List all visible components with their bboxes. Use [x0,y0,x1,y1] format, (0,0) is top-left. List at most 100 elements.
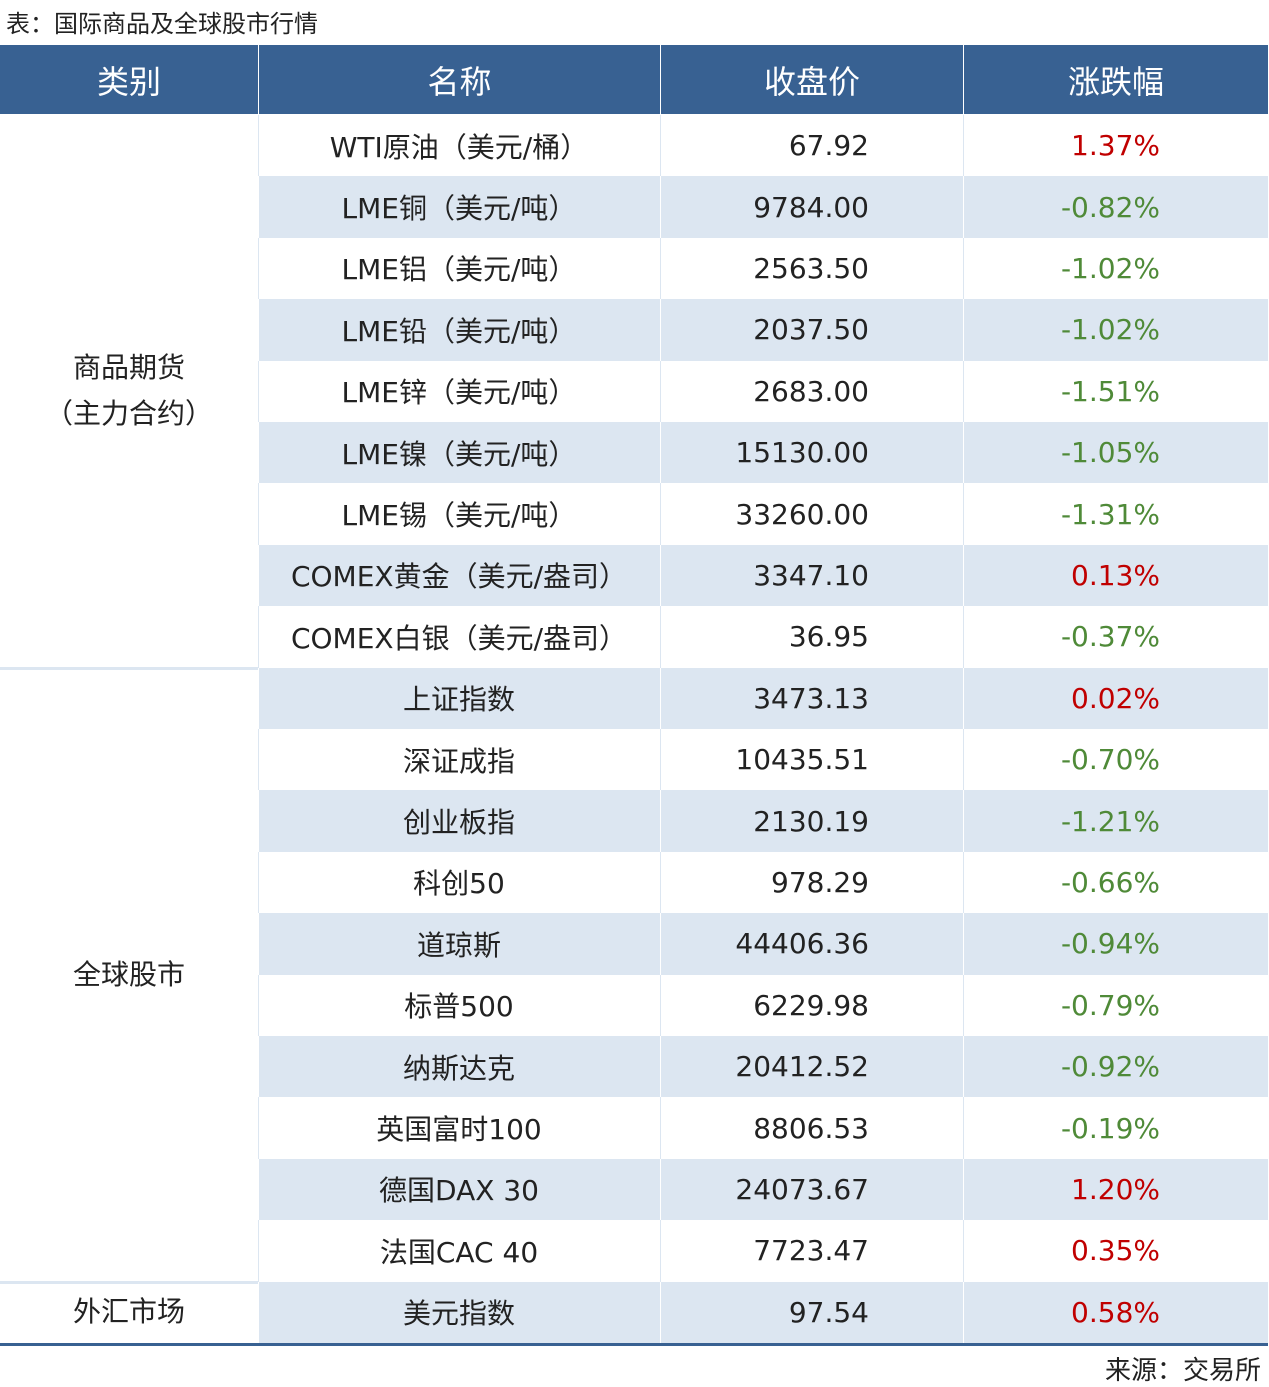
name-cell: LME铅（美元/吨） [341,314,577,348]
close-cell: 978.29 [771,865,869,899]
column-divider [660,974,661,1036]
name-cell: 深证成指 [402,744,515,778]
column-divider [963,176,964,238]
close-cell: 2130.19 [753,804,869,838]
name-cell: 标普500 [404,990,514,1024]
column-divider [963,913,964,975]
name-cell: 法国CAC 40 [379,1235,539,1269]
row-stripe [258,913,1268,975]
change-cell: -1.02% [1060,313,1160,347]
change-cell: -1.05% [1060,436,1160,470]
close-cell: 67.92 [788,129,869,163]
header-cell: 类别 [96,62,161,101]
change-cell: 0.58% [1071,1295,1160,1329]
change-cell: 0.35% [1071,1234,1160,1268]
change-cell: -1.51% [1060,374,1160,408]
change-cell: 1.20% [1071,1172,1160,1206]
close-cell: 2683.00 [753,374,869,408]
column-divider [963,483,964,545]
name-cell: COMEX黄金（美元/盎司） [290,560,628,594]
change-cell: 1.37% [1071,129,1160,163]
column-divider [963,1097,964,1159]
close-cell: 24073.67 [735,1172,869,1206]
close-cell: 7723.47 [753,1234,869,1268]
column-divider [660,237,661,300]
change-cell: -0.94% [1060,927,1160,961]
column-divider [258,913,259,975]
bottom-rule [0,1343,1268,1346]
header-cell: 涨跌幅 [963,45,1268,114]
change-cell: -1.02% [1060,251,1160,285]
row-stripe [258,667,1268,729]
column-divider [258,729,259,791]
column-divider [660,422,661,484]
row-stripe [258,1281,1268,1343]
close-cell: 44406.36 [735,927,869,961]
column-divider [258,974,259,1036]
close-cell: 10435.51 [735,743,869,777]
category-cell: 商品期货 （主力合约） [0,115,258,668]
name-cell: 纳斯达克 [402,1051,515,1085]
column-divider [258,360,259,422]
category-line: 全球股市 [72,957,185,991]
row-stripe [258,790,1268,852]
change-cell: -0.79% [1060,988,1160,1022]
change-cell: -0.37% [1060,620,1160,654]
column-divider [660,851,661,914]
column-divider [258,1036,259,1098]
name-cell: LME锌（美元/吨） [341,376,577,410]
column-divider [258,851,259,914]
column-divider [963,729,964,791]
header-cell: 名称 [258,45,660,114]
close-cell: 20412.52 [735,1050,869,1084]
column-divider [660,1158,661,1221]
close-cell: 2037.50 [753,313,869,347]
name-cell: 美元指数 [402,1297,515,1331]
group-divider [0,666,258,670]
column-divider [963,237,964,300]
column-divider [963,299,964,361]
name-cell: 英国富时100 [376,1113,542,1147]
column-divider [963,360,964,422]
close-cell: 6229.98 [753,988,869,1022]
column-divider [258,483,259,545]
close-cell: 97.54 [788,1295,869,1329]
column-divider [660,299,661,361]
column-divider [660,913,661,975]
column-divider [963,422,964,484]
column-divider [258,1158,259,1221]
column-divider [660,667,661,729]
column-divider [660,360,661,422]
column-divider [963,790,964,852]
name-cell: LME镍（美元/吨） [341,437,577,471]
close-cell: 33260.00 [735,497,869,531]
column-divider [660,1097,661,1159]
column-divider [660,1220,661,1282]
column-divider [258,1281,259,1343]
category-line: 外汇市场 [72,1295,185,1329]
column-divider [660,483,661,545]
column-divider [963,1281,964,1343]
name-cell: 德国DAX 30 [379,1174,539,1208]
change-cell: -0.19% [1060,1111,1160,1145]
column-divider [258,115,259,177]
change-cell: -1.21% [1060,804,1160,838]
name-cell: LME锡（美元/吨） [341,499,577,533]
column-divider [660,115,661,177]
column-divider [258,606,259,668]
change-cell: -1.31% [1060,497,1160,531]
row-stripe [258,1036,1268,1098]
column-divider [963,606,964,668]
change-cell: 0.02% [1071,681,1160,715]
close-cell: 2563.50 [753,251,869,285]
column-divider [963,851,964,914]
column-divider [963,115,964,177]
table-title: 表：国际商品及全球股市行情 [6,10,318,38]
column-divider [258,299,259,361]
close-cell: 36.95 [788,620,869,654]
change-cell: -0.92% [1060,1050,1160,1084]
change-cell: -0.82% [1060,190,1160,224]
close-cell: 3347.10 [753,558,869,592]
column-divider [660,544,661,607]
